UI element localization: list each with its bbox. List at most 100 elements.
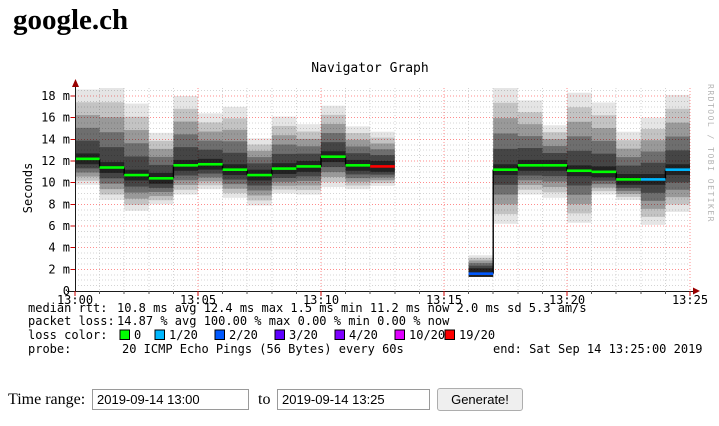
x-tick-label: 13:15 xyxy=(426,293,462,307)
chart-grid xyxy=(75,88,691,291)
legend-median-label: median rtt: xyxy=(28,301,107,315)
y-tick-label: 12 m xyxy=(41,154,70,168)
y-tick-label: 0 xyxy=(63,284,70,298)
loss-color-swatch xyxy=(274,329,285,340)
smoke-band xyxy=(665,108,690,205)
smoke-band xyxy=(567,92,592,223)
smoke-band xyxy=(591,102,617,195)
x-tick-label: 13:10 xyxy=(303,293,339,307)
legend-loss-label: packet loss: xyxy=(28,314,115,328)
smoke-band xyxy=(665,136,690,190)
median-segment xyxy=(345,164,371,167)
smoke-band xyxy=(148,140,174,201)
time-range-form: Time range: to Generate! xyxy=(0,385,719,415)
smoke-band xyxy=(75,127,100,173)
median-segment xyxy=(665,168,690,171)
median-segment xyxy=(99,166,125,169)
smoke-band xyxy=(173,121,198,186)
smoke-band xyxy=(321,123,346,178)
x-axis-arrow-icon xyxy=(693,287,700,295)
generate-button[interactable]: Generate! xyxy=(437,388,523,411)
smoke-band xyxy=(321,114,346,183)
median-segment xyxy=(148,177,174,180)
y-tick-label: 6 m xyxy=(48,219,70,233)
loss-color-value: 1/20 xyxy=(169,328,198,342)
legend-median-values: 10.8 ms avg 12.4 ms max 1.5 ms min 11.2 … xyxy=(117,301,587,315)
time-range-label: Time range: xyxy=(8,391,86,408)
smoke-band xyxy=(640,128,666,217)
loss-color-swatch xyxy=(394,329,405,340)
y-tick-label: 10 m xyxy=(41,176,70,190)
loss-color-swatch xyxy=(444,329,455,340)
y-tick-label: 2 m xyxy=(48,262,70,276)
smoke-band xyxy=(173,96,198,195)
smoke-band xyxy=(517,124,543,186)
smoke-band xyxy=(99,102,125,195)
smoke-band xyxy=(271,135,297,186)
loss-color-value: 4/20 xyxy=(349,328,378,342)
to-label: to xyxy=(258,391,271,408)
y-tick-label: 4 m xyxy=(48,241,70,255)
median-segment xyxy=(591,170,617,174)
smoke-band xyxy=(148,132,174,205)
loss-color-value: 19/20 xyxy=(459,328,495,342)
smoke-band xyxy=(271,125,297,190)
smoke-band xyxy=(75,89,100,185)
smoke-band xyxy=(591,128,617,188)
tick-labels: 18 m 16 m 14 m 12 m 10 m 8 m 6 m 4 m 2 m 013:00 13… xyxy=(41,89,708,307)
smoke-band xyxy=(173,108,198,190)
smoke-band xyxy=(99,132,125,184)
legend-end-text: end: Sat Sep 14 13:25:00 2019 xyxy=(493,342,703,356)
median-segment xyxy=(616,178,641,181)
smoke-band xyxy=(616,131,641,201)
loss-color-swatch xyxy=(214,329,225,340)
smoke-band xyxy=(616,148,641,194)
smoke-band xyxy=(124,130,149,199)
smoke-band xyxy=(198,131,223,182)
smoke-band xyxy=(124,143,149,193)
median-segment xyxy=(271,167,297,170)
y-tick-label: 8 m xyxy=(48,197,70,211)
smoke-band xyxy=(493,102,518,215)
smoke-band xyxy=(124,103,149,211)
smoke-band xyxy=(345,133,371,186)
smoke-band xyxy=(75,115,100,177)
median-segment xyxy=(296,165,321,168)
time-range-to-input[interactable] xyxy=(277,389,430,410)
loss-color-value: 0 xyxy=(134,328,141,342)
rrdtool-watermark: RRDTOOL / TOBI OETIKER xyxy=(706,84,715,223)
smoke-band xyxy=(493,88,518,224)
y-tick-label: 14 m xyxy=(41,132,70,146)
legend-probe-value: 20 ICMP Echo Pings (56 Bytes) every 60s xyxy=(122,342,404,356)
median-segment xyxy=(173,164,198,167)
smoke-band xyxy=(517,100,543,195)
legend-loss-values: 14.87 % avg 100.00 % max 0.00 % min 0.00… xyxy=(117,314,450,328)
legend-probe-label: probe: xyxy=(28,342,71,356)
median-segment xyxy=(370,165,395,168)
median-segment xyxy=(247,173,272,177)
smoke-band xyxy=(370,137,395,184)
median-segment xyxy=(321,155,346,158)
smoke-band xyxy=(99,88,125,201)
loss-color-swatch xyxy=(334,329,345,340)
smoke-band xyxy=(370,131,395,186)
x-tick-label: 13:00 xyxy=(57,293,93,307)
smoke-band xyxy=(124,116,149,205)
chart-title: Navigator Graph xyxy=(311,61,428,76)
smoke-band xyxy=(665,122,690,198)
loss-color-value: 3/20 xyxy=(289,328,318,342)
smoke-band xyxy=(616,140,641,197)
smoke-band xyxy=(493,133,518,195)
x-tick-label: 13:25 xyxy=(672,293,708,307)
smoke-band xyxy=(222,141,248,185)
median-segment xyxy=(517,164,543,167)
smoke-band xyxy=(198,122,223,186)
median-segment xyxy=(493,168,518,171)
loss-color-value: 10/20 xyxy=(409,328,445,342)
time-range-from-input[interactable] xyxy=(92,389,249,410)
legend-loss-color-label: loss color: xyxy=(28,328,107,342)
smoke-band xyxy=(148,148,174,197)
loss-color-value: 2/20 xyxy=(229,328,258,342)
